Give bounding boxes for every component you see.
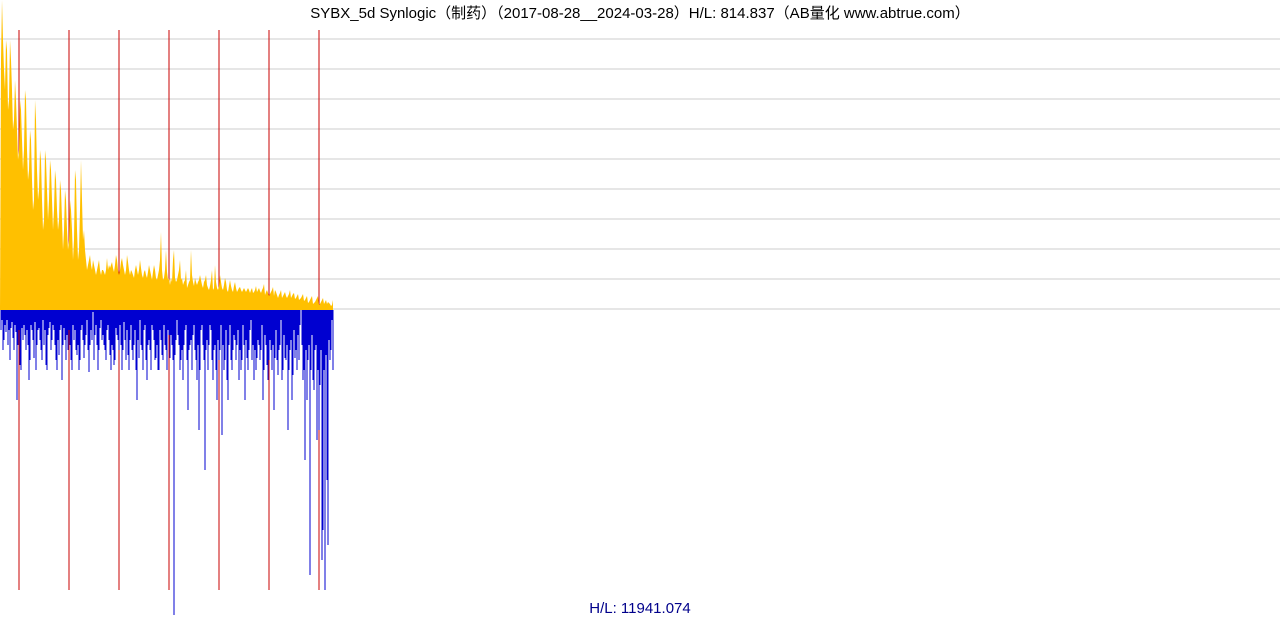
chart-canvas (0, 0, 1280, 620)
price-area (0, 0, 333, 310)
chart-footer: H/L: 11941.074 (0, 600, 1280, 617)
chart-title: SYBX_5d Synlogic（制药）（2017-08-28__2024-03… (0, 2, 1280, 23)
stock-chart: SYBX_5d Synlogic（制药）（2017-08-28__2024-03… (0, 0, 1280, 620)
